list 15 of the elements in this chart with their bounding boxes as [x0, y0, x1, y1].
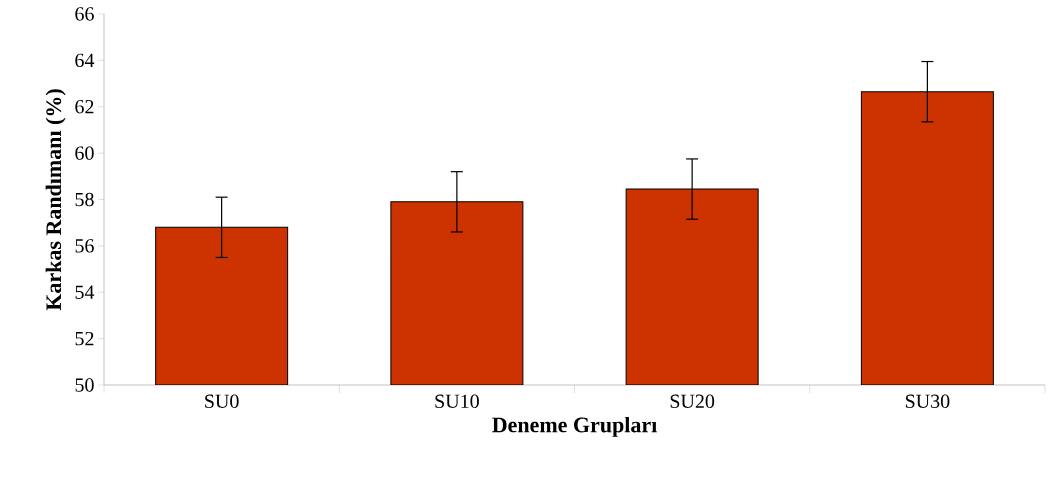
x-tick-label: SU20 [670, 394, 715, 409]
y-tick-label: 58 [75, 192, 94, 207]
x-tick-label: SU10 [435, 394, 479, 409]
y-tick-label: 50 [75, 378, 94, 392]
y-tick-label: 60 [75, 146, 94, 160]
x-tick-label: SU30 [905, 394, 950, 409]
y-tick-label: 64 [75, 53, 95, 68]
y-tick-label: 62 [75, 100, 94, 114]
x-tick-label: SU0 [205, 394, 239, 409]
y-tick-label: 66 [75, 7, 94, 21]
y-tick-label: 54 [75, 285, 95, 299]
y-tick-label: 56 [75, 239, 94, 253]
y-axis-title: Karkas Randımanı (%) [45, 89, 66, 311]
x-axis-title: Deneme Grupları [492, 416, 657, 437]
y-tick-label: 52 [75, 331, 94, 346]
